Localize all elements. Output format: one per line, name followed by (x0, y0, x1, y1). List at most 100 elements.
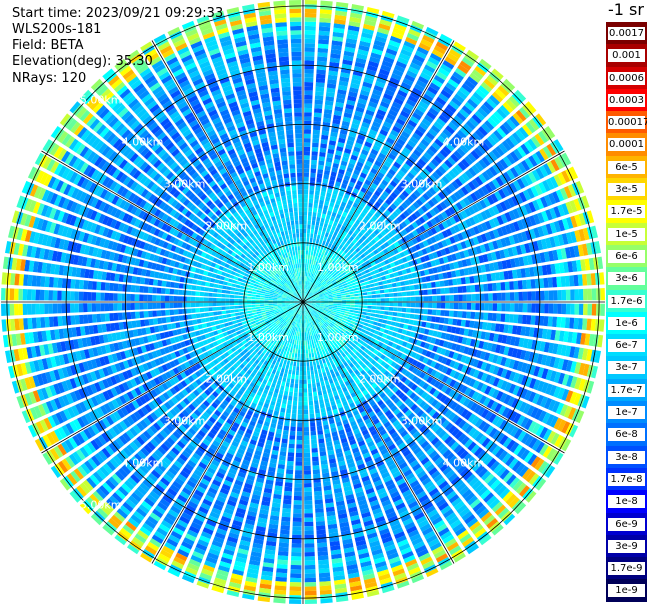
beta-cell (294, 383, 299, 389)
beta-cell (449, 216, 457, 225)
beta-cell (460, 277, 466, 285)
beta-cell (306, 366, 310, 371)
beta-cell (369, 251, 376, 257)
beta-cell (494, 272, 501, 281)
beta-cell (374, 286, 380, 291)
beta-cell (314, 400, 319, 405)
beta-cell (306, 295, 310, 300)
beta-cell (547, 277, 553, 288)
beta-cell (340, 310, 346, 313)
beta-cell (309, 409, 314, 414)
beta-cell (563, 186, 573, 199)
beta-cell (453, 191, 462, 200)
beta-cell (304, 284, 306, 290)
beta-cell (475, 88, 487, 99)
beta-cell (304, 8, 317, 14)
beta-cell (288, 352, 292, 357)
beta-cell (399, 251, 406, 258)
beta-cell (487, 117, 498, 128)
beta-cell (489, 71, 501, 83)
beta-cell (392, 27, 405, 36)
beta-cell (443, 317, 449, 325)
beta-cell (364, 244, 370, 250)
beta-cell (487, 283, 493, 292)
beta-cell (349, 87, 359, 94)
beta-cell (357, 49, 369, 56)
beta-cell (340, 291, 346, 294)
beta-cell (360, 318, 366, 322)
beta-cell (393, 218, 400, 226)
beta-cell (341, 63, 352, 70)
beta-cell (379, 68, 390, 76)
beta-cell (425, 60, 438, 70)
beta-cell (382, 201, 389, 209)
beta-cell (566, 232, 573, 244)
beta-cell (303, 362, 306, 367)
beta-cell (350, 226, 356, 232)
beta-cell (583, 303, 588, 316)
beta-cell (371, 193, 379, 201)
beta-cell (341, 156, 349, 163)
beta-cell (303, 254, 306, 259)
beta-cell (544, 290, 549, 301)
beta-cell (526, 315, 532, 325)
beta-cell (307, 383, 312, 389)
beta-cell (416, 186, 425, 195)
beta-cell (303, 401, 308, 406)
beta-cell (362, 288, 367, 293)
beta-cell (476, 235, 484, 244)
beta-cell (353, 212, 359, 219)
beta-cell (406, 98, 417, 107)
beta-cell (387, 268, 394, 274)
beta-cell (422, 180, 431, 189)
beta-cell (424, 269, 430, 276)
beta-cell (297, 357, 300, 363)
beta-cell (304, 25, 316, 31)
beta-cell (370, 287, 376, 291)
beta-cell (456, 212, 464, 221)
beta-cell (332, 207, 338, 214)
beta-cell (337, 238, 343, 244)
beta-cell (397, 170, 406, 178)
beta-cell (309, 190, 314, 195)
beta-cell (496, 227, 504, 237)
beta-cell (453, 41, 466, 52)
beta-cell (285, 382, 290, 388)
beta-cell (376, 263, 382, 269)
beta-cell (371, 306, 377, 310)
beta-cell (319, 262, 323, 268)
beta-cell (396, 282, 401, 287)
beta-cell (453, 93, 465, 104)
beta-cell (348, 259, 353, 264)
beta-cell (528, 171, 537, 184)
beta-cell (382, 319, 388, 324)
beta-cell (369, 97, 380, 105)
beta-cell (358, 308, 363, 312)
beta-cell (468, 206, 476, 215)
beta-cell (347, 185, 354, 192)
beta-cell (352, 202, 359, 209)
beta-cell (319, 284, 323, 289)
beta-cell (313, 473, 321, 479)
beta-cell (356, 161, 364, 168)
beta-cell (320, 0, 333, 6)
beta-cell (415, 50, 427, 60)
beta-cell (309, 405, 314, 410)
beta-cell (293, 508, 302, 514)
beta-cell (341, 308, 346, 311)
beta-cell (289, 586, 302, 592)
beta-cell (461, 285, 467, 293)
beta-cell (557, 234, 565, 246)
beta-cell (536, 198, 545, 210)
beta-cell (345, 143, 353, 150)
beta-cell (455, 201, 464, 211)
beta-cell (405, 143, 414, 152)
beta-cell (308, 198, 314, 204)
beta-cell (459, 144, 469, 154)
beta-cell (347, 135, 356, 142)
beta-cell (526, 279, 532, 289)
beta-cell (491, 178, 501, 189)
beta-cell (317, 430, 324, 435)
beta-cell (410, 91, 421, 100)
beta-cell (469, 320, 475, 328)
